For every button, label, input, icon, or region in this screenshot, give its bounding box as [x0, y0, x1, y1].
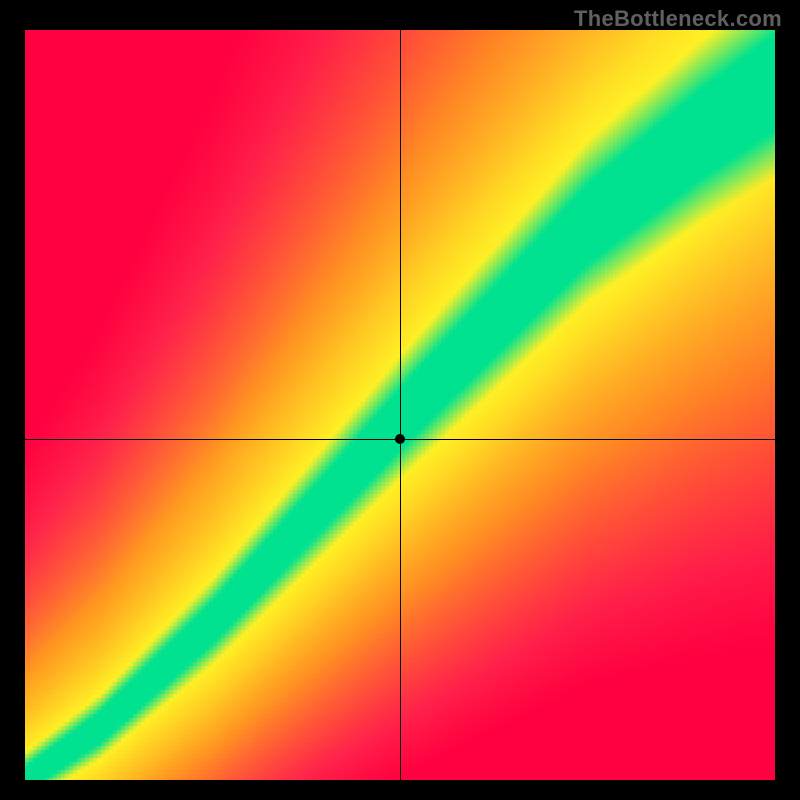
- watermark-text: TheBottleneck.com: [574, 6, 782, 32]
- chart-container: TheBottleneck.com: [0, 0, 800, 800]
- crosshair-vertical: [400, 30, 401, 780]
- heatmap-plot: [25, 30, 775, 780]
- marker-dot: [395, 434, 405, 444]
